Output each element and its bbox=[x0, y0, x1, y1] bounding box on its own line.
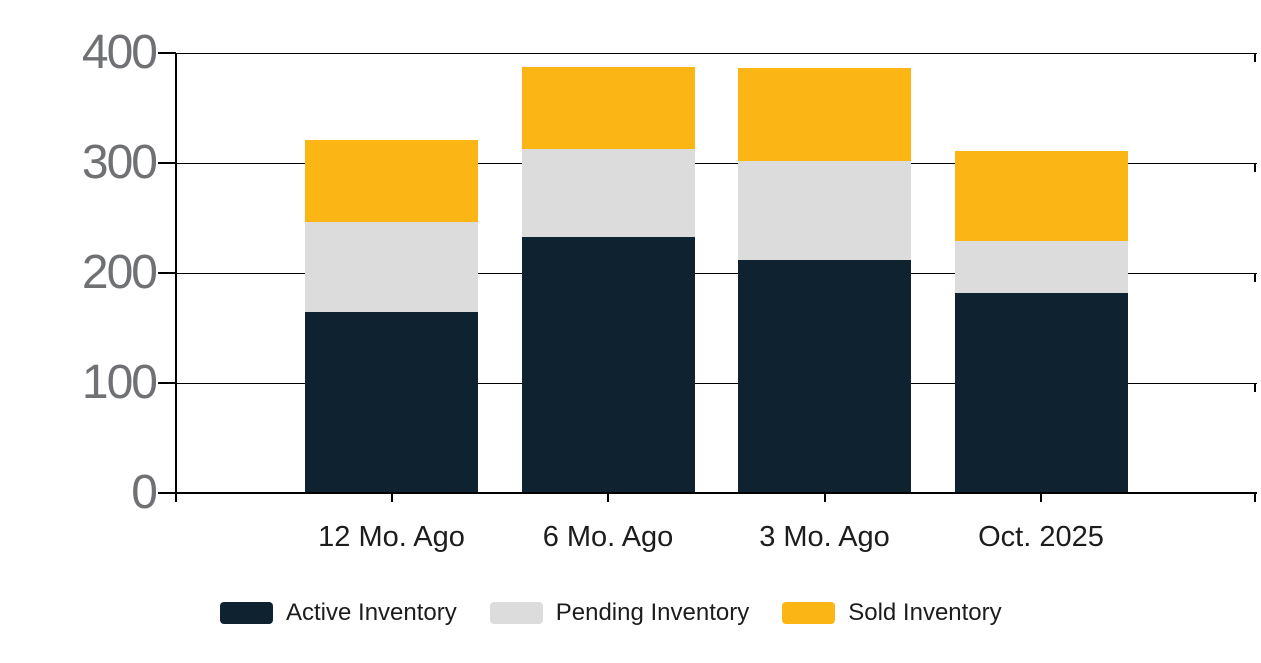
x-axis-tick bbox=[823, 493, 826, 502]
bar-segment-pending-inventory bbox=[954, 241, 1128, 293]
y-axis-tick bbox=[158, 162, 176, 164]
bar-segment-pending-inventory bbox=[738, 160, 911, 260]
bar-segment-pending-inventory bbox=[521, 148, 695, 237]
y-axis-line bbox=[175, 53, 177, 502]
y-axis-right-tick bbox=[1254, 163, 1256, 172]
gridline-200 bbox=[176, 272, 1257, 274]
bar-segment-sold-inventory bbox=[738, 68, 911, 161]
y-axis-tick-label: 400 bbox=[81, 26, 158, 79]
y-axis-tick bbox=[158, 492, 176, 494]
bar-segment-active-inventory bbox=[521, 236, 695, 493]
legend-label: Sold Inventory bbox=[848, 599, 1002, 626]
bar-segment-active-inventory bbox=[305, 311, 478, 493]
x-axis-category-label: 6 Mo. Ago bbox=[542, 521, 674, 553]
plot-area bbox=[176, 52, 1257, 493]
legend-item-active-inventory: Active Inventory bbox=[220, 600, 457, 626]
y-axis-right-tick bbox=[1254, 493, 1256, 502]
bar-segment-active-inventory bbox=[738, 259, 911, 493]
legend-swatch-active-inventory bbox=[220, 602, 273, 624]
x-axis-tick bbox=[607, 493, 609, 502]
gridline-100 bbox=[176, 382, 1257, 384]
y-axis-tick bbox=[158, 272, 176, 274]
legend-item-pending-inventory: Pending Inventory bbox=[489, 599, 750, 626]
x-axis-line bbox=[176, 492, 1257, 494]
bar-segment-sold-inventory bbox=[954, 150, 1128, 242]
y-axis-right-tick bbox=[1254, 273, 1256, 282]
y-axis-tick bbox=[158, 382, 176, 384]
x-axis-category-label: Oct. 2025 bbox=[978, 521, 1104, 553]
legend-label: Pending Inventory bbox=[555, 599, 750, 626]
y-axis-right-tick bbox=[1254, 53, 1256, 62]
gridline-300 bbox=[176, 162, 1257, 164]
chart-legend: Active Inventory Pending Inventory Sold In… bbox=[220, 600, 1002, 626]
legend-label: Active Inventory bbox=[286, 599, 457, 626]
bar-segment-pending-inventory bbox=[305, 222, 478, 312]
y-axis-tick-label: 100 bbox=[81, 356, 158, 409]
y-axis-tick-label: 200 bbox=[81, 246, 158, 299]
bar-3-mo-ago bbox=[738, 68, 911, 493]
y-axis-tick-label: 300 bbox=[81, 136, 158, 189]
legend-item-sold-inventory: Sold Inventory bbox=[782, 599, 1002, 626]
legend-swatch-sold-inventory bbox=[782, 602, 836, 624]
x-axis-tick bbox=[390, 493, 393, 502]
bar-12-mo-ago bbox=[305, 139, 478, 493]
y-axis-right-tick bbox=[1254, 383, 1256, 392]
x-axis-tick bbox=[1040, 493, 1042, 502]
gridline-400 bbox=[176, 52, 1257, 54]
y-axis-tick-label: 0 bbox=[131, 466, 158, 519]
bar-segment-sold-inventory bbox=[305, 139, 478, 223]
bar-oct-2025 bbox=[954, 150, 1128, 493]
bar-segment-active-inventory bbox=[954, 292, 1128, 493]
bar-segment-sold-inventory bbox=[521, 67, 695, 149]
x-axis-category-label: 3 Mo. Ago bbox=[759, 521, 890, 553]
bar-6-mo-ago bbox=[521, 67, 695, 493]
legend-swatch-pending-inventory bbox=[489, 602, 543, 624]
x-axis-category-label: 12 Mo. Ago bbox=[318, 521, 465, 553]
y-axis-tick bbox=[158, 52, 176, 54]
